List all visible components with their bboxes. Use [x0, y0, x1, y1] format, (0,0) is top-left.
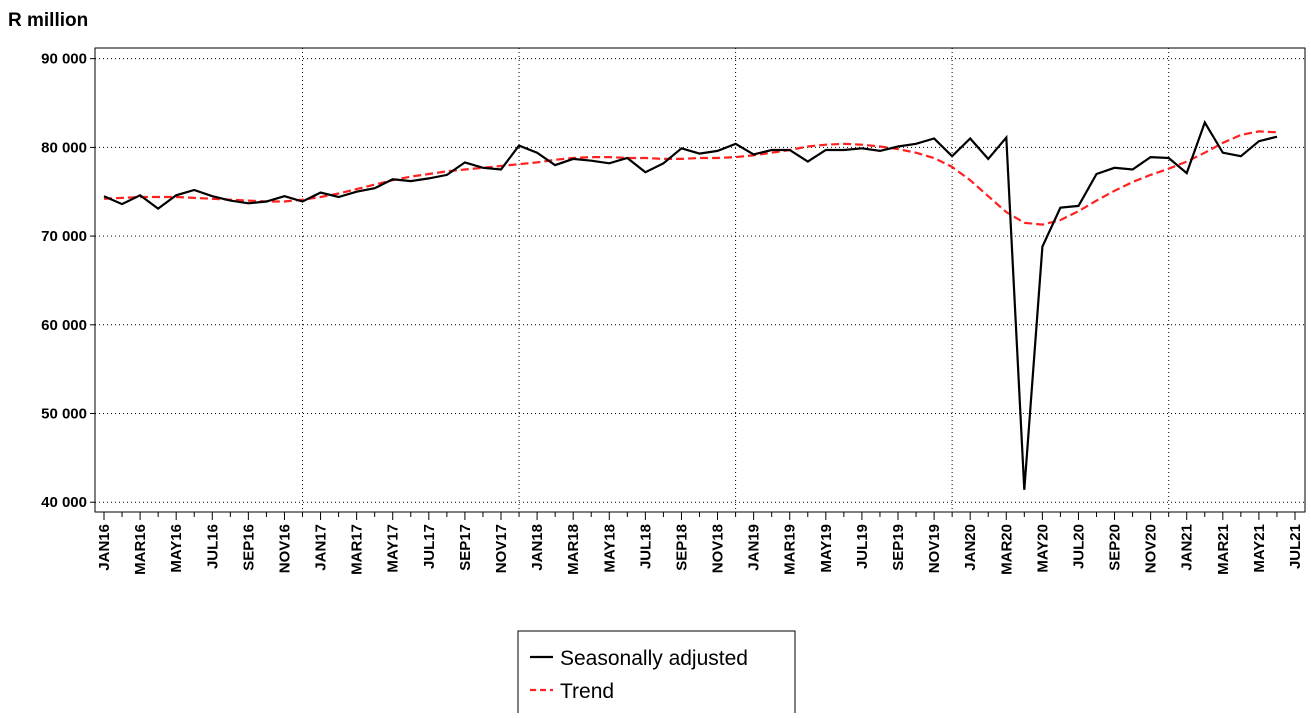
x-tick-label: NOV18 [710, 524, 727, 573]
x-tick-label: MAR21 [1215, 524, 1232, 575]
y-tick-label: 60 000 [41, 317, 87, 334]
y-tick-label: 40 000 [41, 494, 87, 511]
x-tick-label: JUL20 [1070, 524, 1087, 569]
x-tick-label: JUL21 [1287, 524, 1304, 569]
legend-label: Seasonally adjusted [560, 647, 748, 670]
x-tick-label: MAR18 [565, 524, 582, 575]
x-tick-label: MAY18 [601, 524, 618, 573]
x-tick-label: JAN21 [1179, 524, 1196, 571]
y-tick-label: 90 000 [41, 51, 87, 68]
x-tick-label: MAY16 [168, 524, 185, 573]
x-tick-label: JAN18 [529, 524, 546, 571]
x-tick-label: JUL19 [854, 524, 871, 569]
y-tick-label: 70 000 [41, 228, 87, 245]
x-tick-label: SEP20 [1107, 524, 1124, 571]
legend-box [517, 630, 796, 718]
x-tick-label: MAR20 [998, 524, 1015, 575]
x-tick-label: MAR17 [349, 524, 366, 575]
x-tick-label: MAY21 [1251, 524, 1268, 573]
x-tick-label: JAN16 [96, 524, 113, 571]
x-tick-label: NOV16 [276, 524, 293, 573]
x-tick-label: JAN20 [962, 524, 979, 571]
x-tick-label: SEP18 [673, 524, 690, 571]
x-tick-label: MAY19 [818, 524, 835, 573]
y-tick-label: 50 000 [41, 406, 87, 423]
x-tick-label: NOV17 [493, 524, 510, 573]
x-tick-label: JUL17 [421, 524, 438, 569]
x-tick-label: MAY20 [1034, 524, 1051, 573]
x-tick-label: MAR19 [782, 524, 799, 575]
series-line [103, 119, 1278, 490]
x-tick-label: SEP19 [890, 524, 907, 571]
x-tick-label: SEP17 [457, 524, 474, 571]
x-tick-label: MAY17 [385, 524, 402, 573]
x-tick-label: JAN17 [313, 524, 330, 571]
x-tick-label: JUL18 [637, 524, 654, 569]
plot-frame [94, 47, 1306, 513]
x-tick-label: NOV19 [926, 524, 943, 573]
x-tick-label: MAR16 [132, 524, 149, 575]
x-tick-label: JUL16 [204, 524, 221, 569]
x-tick-label: JAN19 [746, 524, 763, 571]
x-tick-label: NOV20 [1143, 524, 1160, 573]
series-line [103, 130, 1278, 226]
x-tick-label: SEP16 [240, 524, 257, 571]
legend-label: Trend [560, 680, 614, 703]
y-tick-label: 80 000 [41, 139, 87, 156]
y-axis-title: R million [8, 10, 88, 31]
